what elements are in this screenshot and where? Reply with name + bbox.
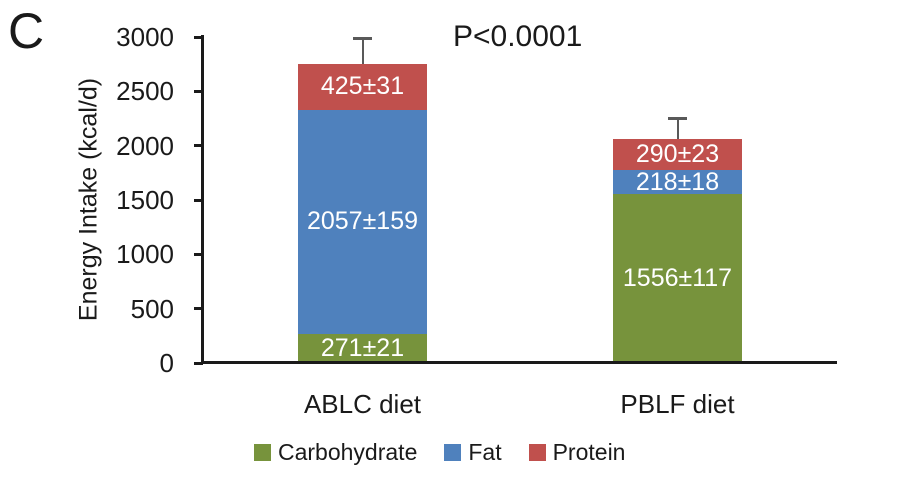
- y-tick-mark: [194, 198, 203, 202]
- bar-segment-fat-1: 2057±159: [298, 110, 427, 334]
- y-tick-label: 1000: [116, 239, 174, 270]
- legend-item-fat: Fat: [444, 439, 502, 465]
- y-axis-line: [201, 35, 204, 364]
- bar-segment-carbohydrate-2: 1556±117: [613, 193, 742, 363]
- bar-segment-carbohydrate-1: 271±21: [298, 333, 427, 363]
- y-tick-mark: [194, 35, 203, 39]
- legend-swatch-icon: [254, 444, 271, 461]
- y-tick-mark: [194, 89, 203, 93]
- category-label-1: ABLC diet: [303, 389, 422, 419]
- category-label-2: PBLF diet: [620, 389, 735, 419]
- legend-label: Fat: [468, 439, 502, 465]
- segment-value-label: 271±21: [320, 333, 405, 362]
- legend-swatch-icon: [528, 444, 546, 461]
- error-bar-cap: [668, 116, 687, 120]
- bar-segment-protein-1: 425±31: [298, 63, 427, 110]
- y-tick-label: 1500: [116, 185, 174, 215]
- y-tick-label: 2000: [116, 130, 174, 161]
- error-bar-line: [361, 38, 364, 64]
- segment-value-label: 290±23: [635, 139, 720, 168]
- y-tick-label: 3000: [116, 22, 174, 52]
- legend-label: Carbohydrate: [278, 439, 418, 465]
- y-tick-mark: [194, 144, 203, 148]
- y-tick-mark: [194, 252, 203, 256]
- error-bar-line: [676, 118, 679, 139]
- legend-label: Protein: [552, 439, 626, 465]
- segment-value-label: 425±31: [320, 72, 405, 101]
- legend-item-carbohydrate: Carbohydrate: [254, 441, 417, 464]
- segment-value-label: 1556±117: [622, 263, 733, 292]
- y-tick-label: 0: [159, 348, 174, 378]
- legend-item-protein: Protein: [528, 439, 626, 465]
- y-tick-mark: [194, 307, 203, 311]
- x-axis-line: [201, 361, 837, 364]
- y-tick-label: 500: [130, 293, 174, 324]
- panel-letter: C: [8, 3, 45, 59]
- y-tick-mark: [194, 361, 203, 365]
- y-tick-label: 2500: [116, 76, 174, 107]
- segment-value-label: 2057±159: [306, 207, 419, 236]
- error-bar-cap: [353, 36, 372, 40]
- legend-swatch-icon: [444, 444, 462, 461]
- bar-segment-protein-2: 290±23: [613, 138, 742, 171]
- segment-value-label: 218±18: [635, 167, 720, 196]
- p-value-annotation: P<0.0001: [453, 20, 583, 53]
- legend: Carbohydrate Fat Protein: [254, 441, 625, 464]
- bar-segment-fat-2: 218±18: [613, 167, 742, 196]
